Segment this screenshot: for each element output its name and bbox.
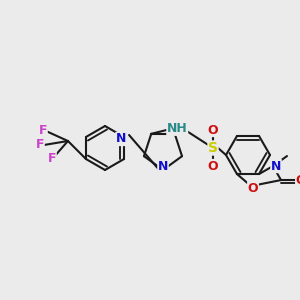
Text: O: O <box>208 160 218 172</box>
Text: F: F <box>39 124 47 137</box>
Text: NH: NH <box>167 122 188 135</box>
Text: N: N <box>271 160 281 172</box>
Text: N: N <box>116 133 126 146</box>
Text: F: F <box>36 139 44 152</box>
Text: O: O <box>296 174 300 187</box>
Text: S: S <box>208 141 218 155</box>
Text: O: O <box>208 124 218 136</box>
Text: N: N <box>158 160 168 173</box>
Text: F: F <box>48 152 56 166</box>
Text: O: O <box>248 182 258 195</box>
